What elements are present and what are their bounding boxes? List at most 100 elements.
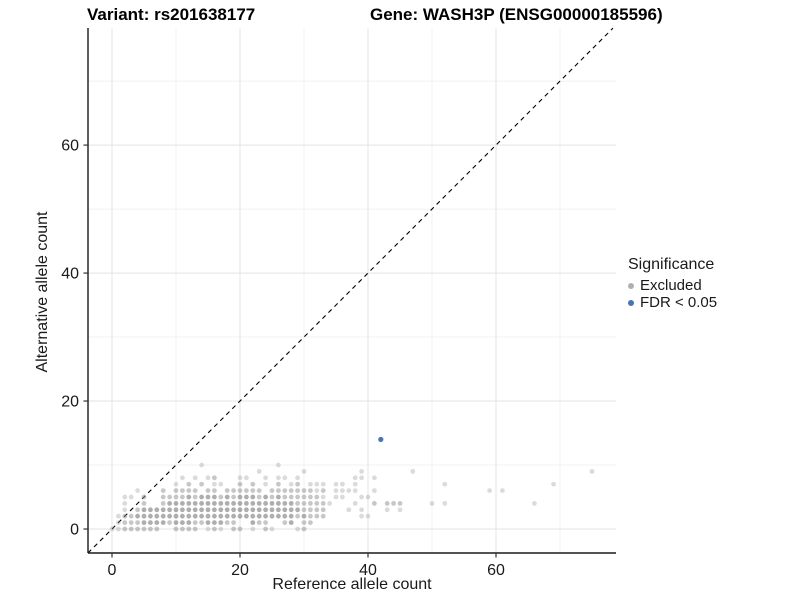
excluded-point — [263, 526, 268, 532]
excluded-point — [314, 481, 320, 487]
excluded-point — [301, 494, 307, 500]
excluded-point — [346, 507, 352, 513]
excluded-point — [237, 507, 243, 513]
excluded-point — [192, 526, 198, 532]
excluded-point — [359, 507, 364, 513]
excluded-point — [256, 507, 262, 513]
excluded-point — [141, 494, 147, 500]
excluded-point — [551, 481, 556, 487]
excluded-point — [263, 520, 268, 526]
excluded-point — [186, 494, 192, 500]
excluded-point — [365, 494, 371, 500]
excluded-point — [384, 501, 390, 506]
excluded-point — [244, 494, 249, 500]
excluded-point — [276, 513, 281, 519]
excluded-point — [314, 494, 320, 500]
excluded-point — [263, 507, 268, 513]
excluded-point — [205, 501, 211, 506]
excluded-point — [295, 526, 300, 532]
excluded-point — [180, 507, 185, 513]
excluded-point — [295, 507, 300, 513]
excluded-point — [212, 507, 217, 513]
excluded-point — [295, 475, 300, 481]
excluded-point — [122, 526, 128, 532]
excluded-point — [128, 526, 134, 532]
excluded-point — [301, 488, 307, 494]
excluded-point — [231, 513, 237, 519]
excluded-point — [160, 488, 166, 494]
excluded-point — [237, 475, 243, 481]
excluded-point — [180, 475, 185, 481]
excluded-point — [192, 475, 198, 481]
excluded-point — [173, 481, 179, 487]
excluded-point — [199, 513, 205, 519]
excluded-point — [205, 494, 211, 500]
excluded-point — [231, 501, 237, 506]
excluded-point — [359, 494, 364, 500]
excluded-point — [186, 501, 192, 506]
excluded-point — [135, 520, 141, 526]
excluded-point — [224, 488, 230, 494]
excluded-point — [276, 462, 281, 468]
excluded-point — [314, 488, 320, 494]
excluded-point — [308, 520, 313, 526]
excluded-point — [212, 481, 217, 487]
excluded-point — [288, 507, 294, 513]
excluded-point — [359, 469, 364, 474]
excluded-point — [224, 513, 230, 519]
excluded-point — [442, 501, 448, 506]
excluded-point — [122, 501, 128, 506]
excluded-point — [327, 501, 332, 506]
excluded-point — [320, 507, 326, 513]
excluded-point — [160, 501, 166, 506]
excluded-point — [276, 507, 281, 513]
excluded-point — [365, 513, 371, 519]
excluded-point — [352, 481, 358, 487]
excluded-point — [410, 469, 416, 474]
excluded-point — [269, 526, 275, 532]
y-tick-label: 40 — [61, 266, 79, 283]
excluded-point — [308, 488, 313, 494]
excluded-point — [263, 475, 268, 481]
excluded-point — [295, 488, 300, 494]
excluded-point — [180, 520, 185, 526]
excluded-point — [301, 526, 307, 532]
excluded-point — [397, 501, 403, 506]
excluded-point — [122, 507, 128, 513]
tick-labels: 0 20 40 60 0 20 40 60 — [61, 138, 505, 579]
excluded-point — [301, 469, 307, 474]
excluded-point — [160, 513, 166, 519]
excluded-point — [263, 481, 268, 487]
excluded-point — [269, 501, 275, 506]
excluded-point — [276, 494, 281, 500]
excluded-point — [141, 513, 147, 519]
excluded-point — [173, 520, 179, 526]
excluded-point — [173, 488, 179, 494]
excluded-point — [173, 526, 179, 532]
excluded-point — [205, 507, 211, 513]
excluded-point — [186, 520, 192, 526]
excluded-point — [320, 494, 326, 500]
excluded-point — [135, 513, 141, 519]
excluded-point — [224, 501, 230, 506]
y-tick-label: 20 — [61, 394, 79, 411]
excluded-point — [237, 494, 243, 500]
excluded-point — [256, 520, 262, 526]
y-tick-label: 0 — [70, 522, 79, 539]
excluded-point — [320, 501, 326, 506]
excluded-point — [301, 520, 307, 526]
excluded-point — [487, 488, 492, 494]
excluded-point — [288, 481, 294, 487]
excluded-point — [352, 501, 358, 506]
excluded-point — [192, 507, 198, 513]
excluded-point — [295, 481, 300, 487]
excluded-point — [135, 507, 141, 513]
excluded-point — [212, 501, 217, 506]
excluded-point — [250, 507, 256, 513]
excluded-point — [205, 475, 211, 481]
excluded-point — [308, 513, 313, 519]
fdr-swatch-icon — [628, 299, 634, 306]
excluded-point — [167, 507, 173, 513]
excluded-point — [244, 507, 249, 513]
